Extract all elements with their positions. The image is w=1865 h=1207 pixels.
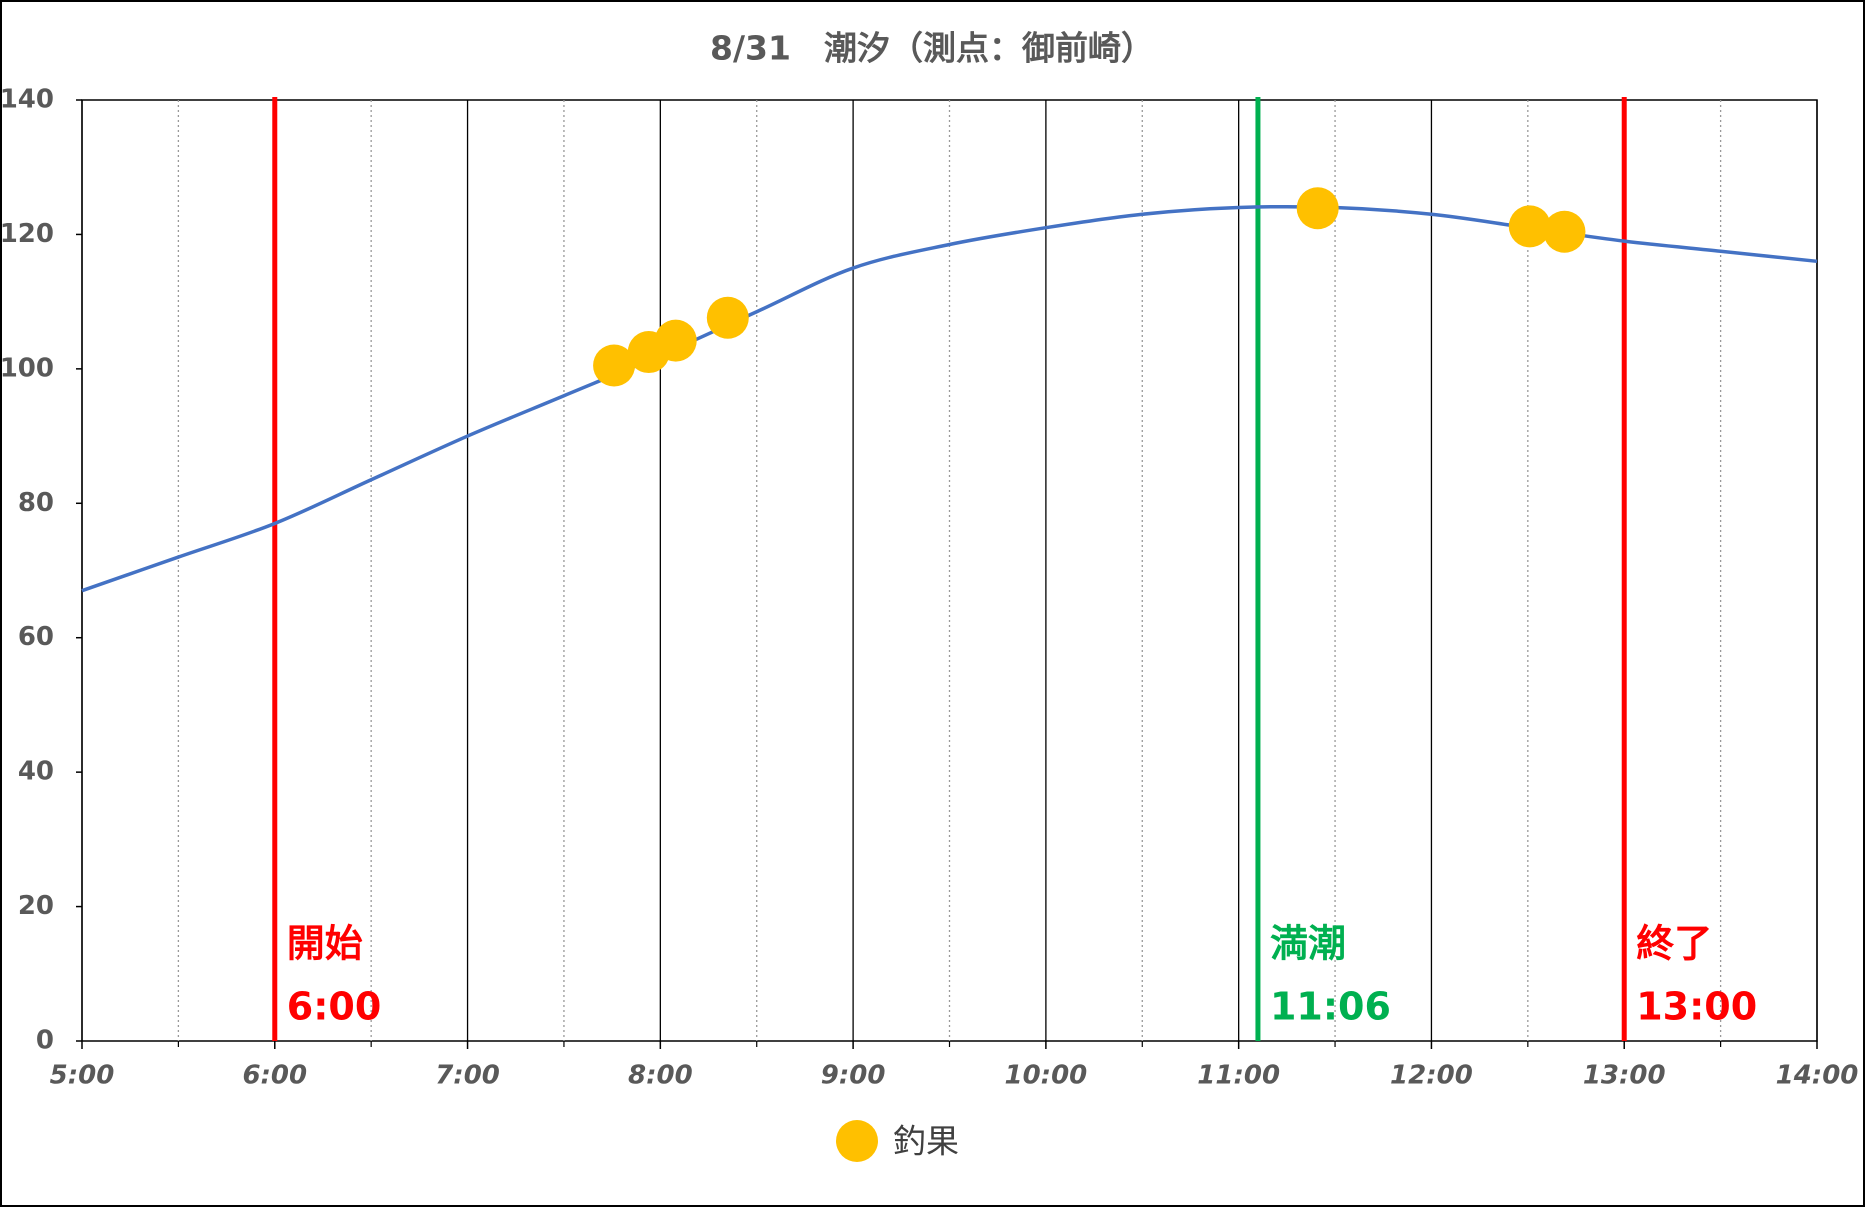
- x-tick-label: 5:00: [50, 1061, 115, 1091]
- x-tick-label: 9:00: [821, 1061, 886, 1091]
- catch-point: [1543, 210, 1586, 253]
- y-tick-label: 120: [0, 219, 54, 249]
- x-tick-label: 12:00: [1390, 1061, 1473, 1091]
- x-tick-label: 6:00: [242, 1061, 307, 1091]
- catch-point: [593, 344, 636, 387]
- y-tick-label: 80: [18, 488, 54, 518]
- legend-label: 釣果: [893, 1122, 959, 1161]
- y-tick-label: 40: [18, 757, 54, 787]
- marker-label: 開始: [287, 922, 363, 966]
- marker-label: 満潮: [1270, 922, 1346, 966]
- x-tick-label: 13:00: [1583, 1061, 1666, 1091]
- catch-point: [706, 296, 749, 339]
- x-tick-label: 14:00: [1776, 1061, 1859, 1091]
- marker-time: 11:06: [1270, 985, 1391, 1029]
- marker-label: 終了: [1636, 922, 1712, 966]
- x-tick-label: 7:00: [435, 1061, 500, 1091]
- y-tick-label: 60: [18, 622, 54, 652]
- catch-point: [1296, 187, 1339, 230]
- catch-point: [1508, 205, 1551, 248]
- y-tick-label: 0: [36, 1026, 54, 1056]
- x-tick-label: 11:00: [1197, 1061, 1280, 1091]
- y-tick-label: 20: [18, 891, 54, 921]
- marker-time: 6:00: [287, 985, 382, 1029]
- chart-title: 8/31 潮汐（測点：御前崎）: [710, 29, 1154, 68]
- x-tick-label: 10:00: [1005, 1061, 1088, 1091]
- catch-point: [654, 319, 697, 362]
- legend-marker: [836, 1120, 878, 1162]
- y-tick-label: 100: [0, 353, 54, 383]
- y-tick-label: 140: [0, 85, 54, 115]
- x-tick-label: 8:00: [628, 1061, 693, 1091]
- marker-time: 13:00: [1636, 985, 1757, 1029]
